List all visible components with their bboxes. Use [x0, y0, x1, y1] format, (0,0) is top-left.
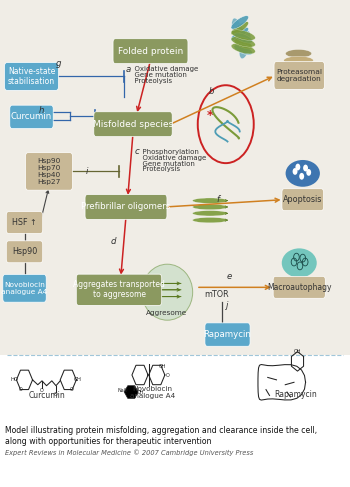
- FancyBboxPatch shape: [6, 211, 43, 233]
- Text: d: d: [110, 237, 116, 245]
- Text: Model illustrating protein misfolding, aggregation and clearance inside the cell: Model illustrating protein misfolding, a…: [5, 426, 317, 446]
- Text: Rapamycin: Rapamycin: [274, 390, 317, 399]
- Ellipse shape: [232, 18, 244, 45]
- Ellipse shape: [286, 160, 320, 187]
- Ellipse shape: [231, 27, 248, 41]
- Text: Phosphorylation: Phosphorylation: [138, 149, 199, 155]
- FancyBboxPatch shape: [85, 194, 167, 219]
- Ellipse shape: [142, 264, 193, 320]
- Ellipse shape: [234, 33, 253, 43]
- FancyBboxPatch shape: [94, 112, 172, 136]
- Ellipse shape: [231, 30, 255, 40]
- Text: i: i: [86, 167, 88, 176]
- Ellipse shape: [282, 248, 317, 278]
- Ellipse shape: [231, 21, 248, 35]
- Text: HSF ↑: HSF ↑: [12, 218, 37, 227]
- FancyBboxPatch shape: [113, 38, 188, 63]
- FancyBboxPatch shape: [282, 188, 323, 210]
- Ellipse shape: [234, 38, 253, 49]
- Text: mTOR: mTOR: [205, 290, 229, 299]
- Text: O: O: [19, 387, 23, 392]
- Text: Gene mutation: Gene mutation: [138, 161, 195, 167]
- Circle shape: [306, 169, 311, 176]
- Text: j: j: [226, 301, 228, 310]
- Text: Native-state
stabilisation: Native-state stabilisation: [8, 67, 55, 86]
- Ellipse shape: [239, 31, 251, 59]
- Ellipse shape: [193, 210, 228, 216]
- Ellipse shape: [231, 37, 255, 47]
- Text: Curcumin: Curcumin: [11, 112, 52, 121]
- Text: Rapamycin: Rapamycin: [204, 330, 251, 339]
- Text: e: e: [227, 272, 232, 281]
- Text: OH: OH: [74, 377, 82, 382]
- Text: f: f: [216, 195, 219, 204]
- Text: c: c: [135, 148, 140, 156]
- Ellipse shape: [285, 49, 312, 57]
- Text: O: O: [40, 388, 43, 393]
- Ellipse shape: [284, 56, 314, 64]
- Text: O: O: [70, 387, 74, 392]
- Text: Gene mutation: Gene mutation: [130, 72, 186, 78]
- Text: OH: OH: [159, 364, 167, 369]
- Text: h: h: [38, 106, 44, 115]
- Text: Macroautophagy: Macroautophagy: [267, 283, 331, 292]
- FancyBboxPatch shape: [274, 61, 324, 90]
- Circle shape: [295, 164, 300, 170]
- Text: Proteolysis: Proteolysis: [138, 167, 180, 172]
- Circle shape: [299, 173, 304, 180]
- Text: OH: OH: [137, 390, 145, 394]
- Text: b: b: [208, 87, 214, 96]
- FancyBboxPatch shape: [3, 275, 46, 302]
- Text: Proteolysis: Proteolysis: [130, 78, 172, 84]
- FancyBboxPatch shape: [26, 153, 72, 190]
- Text: Aggregates transported
to aggresome: Aggregates transported to aggresome: [73, 280, 165, 300]
- Text: Hsp90: Hsp90: [12, 247, 37, 256]
- Ellipse shape: [193, 205, 228, 209]
- Text: g: g: [55, 59, 61, 68]
- Ellipse shape: [231, 16, 248, 29]
- Text: OH: OH: [294, 349, 301, 354]
- Bar: [0, 355, 350, 487]
- FancyBboxPatch shape: [205, 323, 250, 346]
- Text: Novobiocin
analogue A4: Novobiocin analogue A4: [1, 282, 48, 295]
- Text: Folded protein: Folded protein: [118, 47, 183, 56]
- Text: Oxidative damage: Oxidative damage: [138, 155, 206, 161]
- FancyBboxPatch shape: [10, 105, 53, 129]
- Ellipse shape: [234, 44, 253, 55]
- Text: Misfolded species: Misfolded species: [93, 120, 173, 129]
- Polygon shape: [124, 386, 138, 398]
- FancyBboxPatch shape: [6, 241, 43, 263]
- Text: a: a: [126, 65, 131, 74]
- Text: Expert Reviews in Molecular Medicine © 2007 Cambridge University Press: Expert Reviews in Molecular Medicine © 2…: [5, 450, 254, 456]
- Text: Aggresome: Aggresome: [146, 310, 188, 316]
- FancyBboxPatch shape: [5, 63, 58, 91]
- Text: HO: HO: [11, 377, 19, 382]
- Ellipse shape: [287, 67, 310, 75]
- Circle shape: [303, 165, 308, 171]
- Ellipse shape: [193, 217, 228, 223]
- Text: *: *: [207, 109, 213, 122]
- FancyBboxPatch shape: [76, 274, 162, 305]
- Text: Novobiocin
analogue A4: Novobiocin analogue A4: [130, 386, 175, 399]
- Text: Prefibrillar oligomers: Prefibrillar oligomers: [81, 203, 171, 211]
- Ellipse shape: [285, 62, 312, 71]
- Ellipse shape: [193, 198, 228, 204]
- Text: O: O: [166, 374, 169, 378]
- Text: Hsp90
Hsp70
Hsp40
Hsp27: Hsp90 Hsp70 Hsp40 Hsp27: [37, 158, 61, 185]
- Text: Proteasomal
degradation: Proteasomal degradation: [276, 69, 322, 82]
- Ellipse shape: [231, 43, 255, 54]
- Text: Oxidative damage: Oxidative damage: [130, 66, 198, 72]
- Text: Curcumin: Curcumin: [28, 391, 65, 400]
- Text: Apoptosis: Apoptosis: [283, 195, 322, 204]
- Text: O: O: [54, 392, 57, 397]
- Text: NaO: NaO: [117, 388, 128, 393]
- Circle shape: [293, 168, 297, 175]
- FancyBboxPatch shape: [273, 277, 326, 298]
